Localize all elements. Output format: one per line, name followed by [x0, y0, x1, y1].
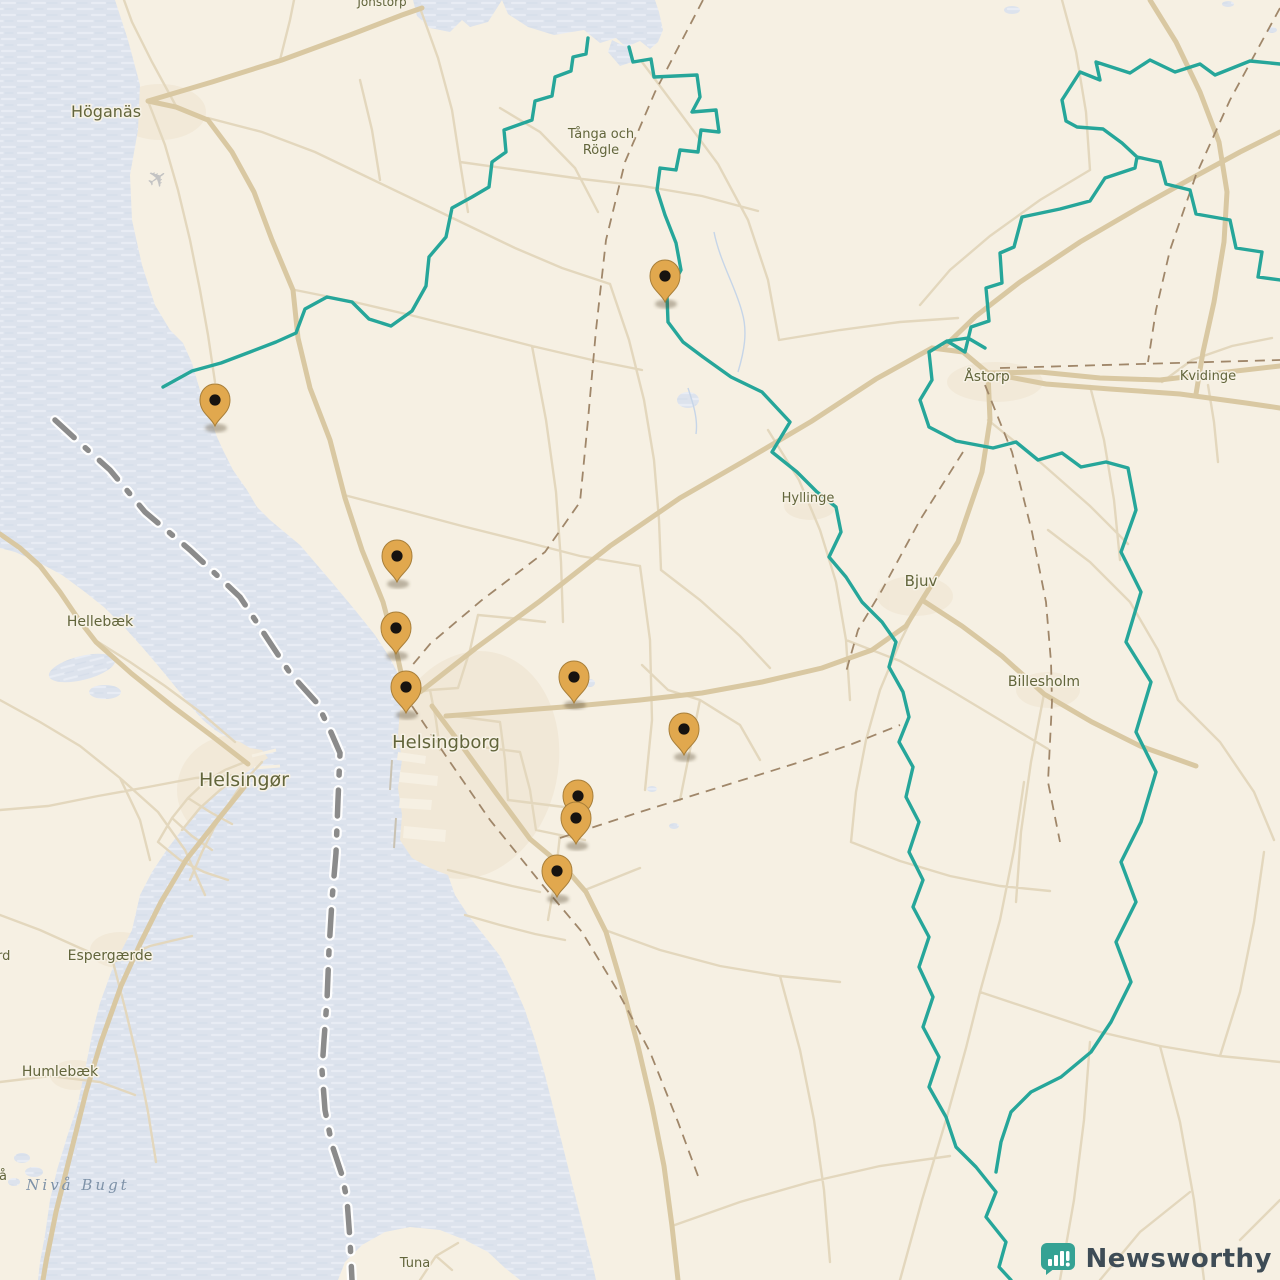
- place-label-billesholm: Billesholm: [1008, 674, 1080, 690]
- place-label-jonstorp: Jonstorp: [356, 0, 406, 9]
- place-label-bjuv: Bjuv: [905, 572, 938, 590]
- place-label-helsingborg: Helsingborg: [392, 732, 500, 753]
- country-border-line: [50, 415, 357, 1280]
- place-label-astorp: Åstorp: [964, 368, 1010, 385]
- lakes: [8, 0, 1277, 1186]
- place-label-edge-rd: rd: [0, 949, 10, 964]
- newsworthy-logo[interactable]: Newsworthy: [1040, 1242, 1272, 1276]
- water-label-niva-bugt: Nivå Bugt: [25, 1176, 129, 1194]
- railways: [409, 0, 1280, 1177]
- labels-layer: Jonstorp Höganäs Tånga och Rögle Åstorp Kvidi…: [0, 0, 1238, 1273]
- place-label-espergaerde: Espergærde: [68, 948, 153, 964]
- newsworthy-icon: [1040, 1243, 1075, 1275]
- place-label-edge-a: å: [0, 1169, 7, 1184]
- place-label-hellebaek: Hellebæk: [67, 614, 134, 630]
- place-label-hoganas: Höganäs: [71, 102, 141, 121]
- place-label-kvidinge: Kvidinge: [1180, 369, 1236, 384]
- newsworthy-logo-text: Newsworthy: [1085, 1244, 1272, 1274]
- municipal-boundaries: [161, 36, 1280, 1280]
- oresund-water: [0, 0, 596, 1280]
- place-label-humlebaek: Humlebæk: [22, 1064, 99, 1080]
- place-label-tuna: Tuna: [399, 1256, 430, 1271]
- rivers: [687, 231, 746, 435]
- place-label-helsingor: Helsingør: [199, 769, 289, 791]
- place-label-tanga-och-rogle: Tånga och Rögle: [567, 127, 634, 158]
- place-label-hyllinge: Hyllinge: [782, 491, 835, 506]
